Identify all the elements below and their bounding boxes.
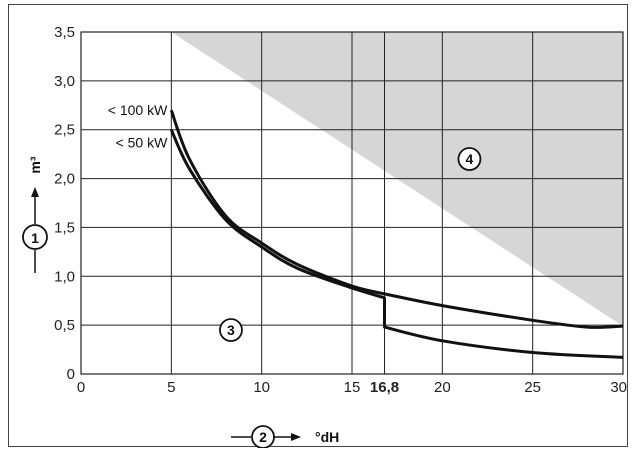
region-marker-circle xyxy=(219,318,243,342)
series-100kw-line xyxy=(169,109,624,329)
plot-border xyxy=(80,31,624,375)
x-tick-label: 16,8 xyxy=(370,379,399,396)
x-axis-marker-label: 2 xyxy=(259,429,267,445)
y-tick-label: 2,5 xyxy=(54,122,75,139)
chart: 0 0,5 1,0 1,5 2,0 2,5 3,0 3,5 0 5 10 15 16,8 20 25 30 <… xyxy=(22,24,627,448)
y-tick-label: 1,5 xyxy=(54,219,75,236)
chart-ticks: 0 0,5 1,0 1,5 2,0 2,5 3,0 3,5 0 5 10 15 16,8 20 25 30 xyxy=(54,24,627,396)
x-tick-label: 15 xyxy=(344,379,361,396)
y-axis-marker-label: 1 xyxy=(31,230,39,246)
series-label-100kw: < 100 kW xyxy=(108,102,168,118)
y-tick-label: 3,0 xyxy=(54,73,75,90)
chart-series xyxy=(169,109,624,359)
region-band-fill xyxy=(171,110,624,358)
x-axis-arrow-head-icon xyxy=(291,433,301,441)
region-marker-circle xyxy=(457,147,482,171)
region-marker-label: 3 xyxy=(227,322,235,338)
y-tick-label: 2,0 xyxy=(54,171,75,188)
y-axis-unit: m³ xyxy=(27,156,43,173)
y-tick-label: 3,5 xyxy=(54,24,75,41)
x-axis-unit: °dH xyxy=(315,429,339,445)
series-50kw-line xyxy=(169,129,624,359)
y-tick-label: 0,5 xyxy=(54,317,75,334)
series-label-50kw: < 50 kW xyxy=(116,135,169,151)
region-marker-label: 4 xyxy=(466,151,474,167)
y-axis-marker-circle xyxy=(22,224,48,250)
x-tick-label: 5 xyxy=(167,379,175,396)
y-axis-arrow-head-icon xyxy=(31,187,39,197)
y-tick-label: 0 xyxy=(67,366,75,383)
x-tick-label: 0 xyxy=(77,379,85,396)
chart-frame: 0 0,5 1,0 1,5 2,0 2,5 3,0 3,5 0 5 10 15 16,8 20 25 30 <… xyxy=(8,4,628,448)
chart-labels: < 100 kW < 50 kW 3 4 1 m³ 2 °dH xyxy=(22,102,482,448)
x-tick-label: 25 xyxy=(524,379,541,396)
x-tick-label: 10 xyxy=(253,379,270,396)
y-tick-label: 1,0 xyxy=(54,268,75,285)
chart-grid xyxy=(80,31,624,375)
x-tick-label: 20 xyxy=(434,379,451,396)
x-tick-label: 30 xyxy=(610,379,627,396)
